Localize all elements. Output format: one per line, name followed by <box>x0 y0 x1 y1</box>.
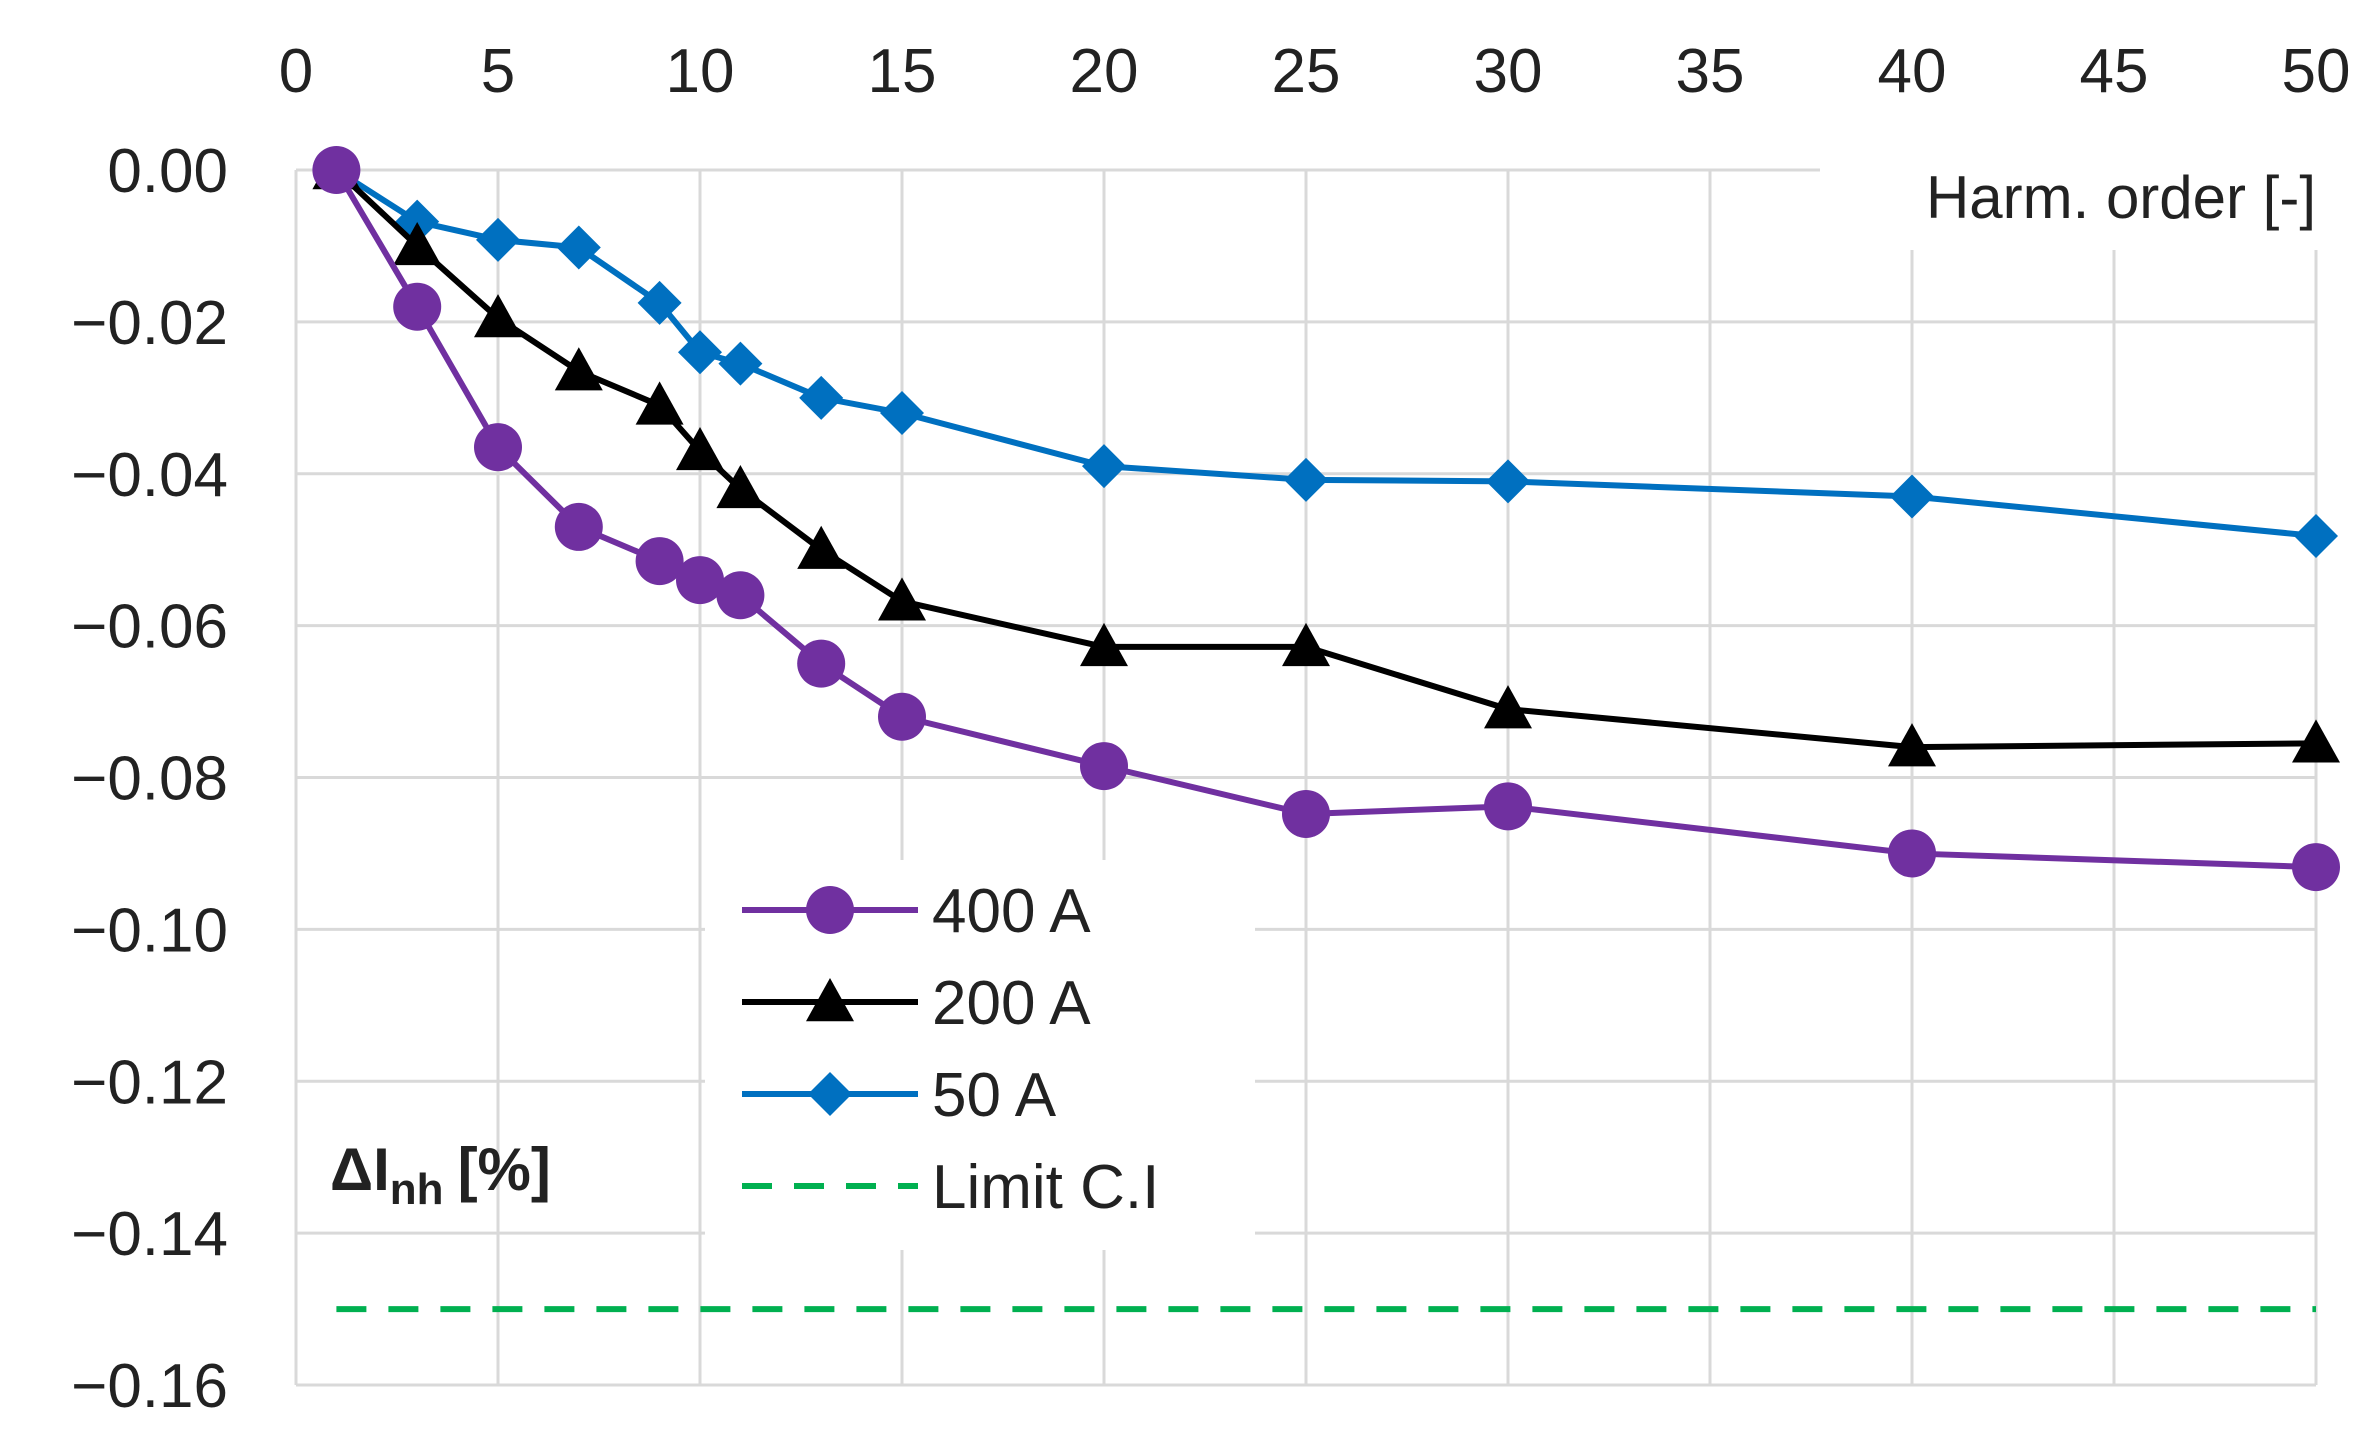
data-point <box>678 330 722 375</box>
x-axis-title-background <box>1820 150 2320 250</box>
y-tick-label: −0.04 <box>71 441 228 510</box>
data-point <box>312 146 361 194</box>
legend-items: 400 A 200 A 50 A Limit C.I <box>742 877 1159 1222</box>
x-tick-label: 15 <box>868 37 937 106</box>
data-point <box>1486 459 1530 504</box>
x-axis-title: Harm. order [-] <box>1926 164 2316 231</box>
data-point <box>1282 789 1330 838</box>
x-tick-label: 25 <box>1272 37 1341 106</box>
data-point <box>554 347 603 391</box>
legend-label: 200 A <box>932 969 1091 1038</box>
data-point <box>799 375 844 420</box>
data-point <box>676 426 724 471</box>
x-tick-label: 0 <box>279 37 313 106</box>
data-point <box>878 692 926 741</box>
data-point <box>2294 514 2338 559</box>
x-tick-label: 35 <box>1676 37 1745 106</box>
legend: 400 A 200 A 50 A Limit C.I <box>705 860 1255 1250</box>
y-tick-label: −0.10 <box>71 896 228 965</box>
data-point <box>635 381 684 425</box>
y-tick-label: 0.00 <box>107 137 228 206</box>
data-point <box>1284 457 1328 502</box>
data-point <box>797 639 846 688</box>
y-tick-label: −0.02 <box>71 289 228 358</box>
data-point <box>1888 723 1936 767</box>
data-point <box>1082 444 1126 489</box>
data-point <box>2292 843 2340 892</box>
y-tick-label: −0.14 <box>71 1200 228 1269</box>
data-point <box>637 280 682 325</box>
x-tick-label: 50 <box>2282 37 2351 106</box>
data-point <box>716 464 765 509</box>
data-point <box>1888 829 1936 878</box>
data-point <box>474 294 522 338</box>
data-point <box>718 341 763 386</box>
x-tick-label: 5 <box>481 37 515 106</box>
y-axis-title-unit: [%] <box>458 1136 551 1203</box>
legend-marker <box>806 978 854 1022</box>
data-point <box>1080 622 1128 667</box>
y-axis-title: ΔInh [%] <box>330 1136 551 1214</box>
data-point <box>393 282 442 331</box>
data-point <box>1890 474 1934 519</box>
data-point <box>878 577 926 621</box>
legend-label: Limit C.I <box>932 1153 1159 1222</box>
data-point <box>2292 719 2340 763</box>
x-tick-label: 40 <box>1878 37 1947 106</box>
data-point <box>556 225 601 270</box>
data-point <box>1080 742 1128 791</box>
legend-label: 400 A <box>932 877 1091 946</box>
x-tick-label: 20 <box>1070 37 1139 106</box>
data-point <box>797 525 846 569</box>
data-point <box>554 502 603 551</box>
grid <box>294 168 2318 1387</box>
y-axis-title-main: ΔI <box>330 1136 390 1203</box>
x-axis-ticks: 0 5 10 15 20 25 30 35 40 45 50 <box>279 37 2351 106</box>
data-point <box>880 391 924 435</box>
series-line-400a <box>333 168 2317 871</box>
data-point <box>476 217 520 262</box>
y-tick-label: −0.06 <box>71 593 228 662</box>
x-tick-label: 10 <box>666 37 735 106</box>
legend-marker <box>808 1072 852 1116</box>
data-point <box>393 221 442 266</box>
data-point <box>676 556 724 605</box>
y-tick-label: −0.12 <box>71 1048 228 1117</box>
y-axis-ticks: 0.00 −0.02 −0.04 −0.06 −0.08 −0.10 −0.12 −0.14 −… <box>71 137 228 1421</box>
data-point <box>1484 782 1532 831</box>
data-point <box>716 571 765 620</box>
data-point <box>1484 685 1532 729</box>
legend-marker <box>806 886 854 934</box>
y-tick-label: −0.16 <box>71 1352 228 1421</box>
legend-label: 50 A <box>932 1061 1057 1130</box>
y-axis-title-subscript: nh <box>390 1165 444 1214</box>
x-tick-label: 30 <box>1474 37 1543 106</box>
data-point <box>635 537 684 586</box>
data-point <box>1282 622 1330 667</box>
y-tick-label: −0.08 <box>71 745 228 814</box>
x-tick-label: 45 <box>2080 37 2149 106</box>
data-point <box>474 423 522 472</box>
data-series <box>312 146 2340 892</box>
